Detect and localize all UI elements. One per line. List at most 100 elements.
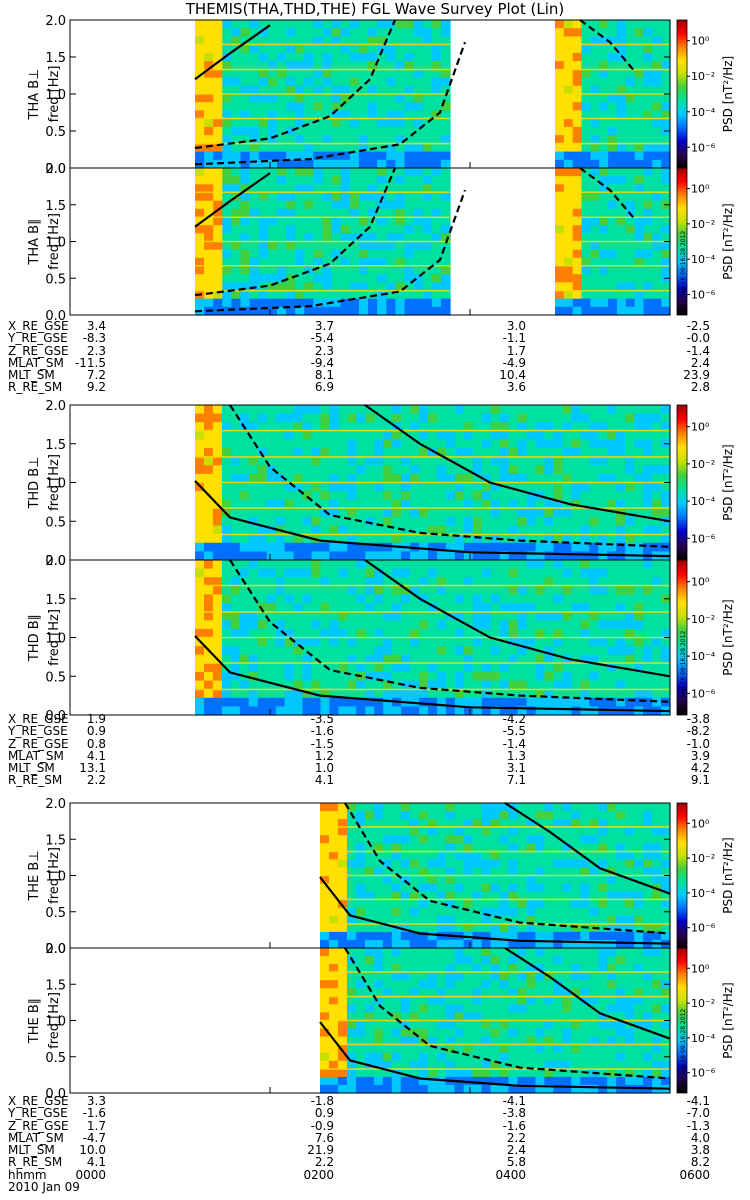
spectrogram-cell — [313, 143, 324, 153]
spectrogram-cell — [377, 61, 387, 70]
spectrogram-cell — [571, 956, 581, 965]
spectrogram-cell — [490, 1052, 501, 1062]
spectrogram-cell — [571, 577, 581, 587]
spectrogram-cell — [535, 671, 546, 682]
spectrogram-cell — [401, 413, 411, 423]
spectrogram-cell — [598, 964, 608, 973]
spectrogram-cell — [400, 859, 411, 869]
spectrogram-cell — [544, 611, 555, 621]
spectrogram-cell — [258, 257, 269, 267]
spectrogram-cell — [213, 282, 223, 292]
spectrogram-cell — [572, 143, 583, 153]
spectrogram-cell — [410, 568, 420, 578]
gyrofrequency-curve — [364, 559, 671, 678]
spectrogram-cell — [562, 516, 573, 527]
spectrogram-cell — [212, 456, 223, 466]
spectrogram-cell — [347, 594, 357, 604]
spectrogram-cell — [571, 594, 581, 604]
spectrogram-cell — [340, 28, 351, 37]
spectrogram-cell — [661, 996, 671, 1005]
spectrogram-cell — [338, 585, 348, 595]
spectrogram-cell — [661, 603, 671, 613]
spectrogram-cell — [562, 803, 572, 812]
spectrogram-cell — [508, 859, 519, 869]
spectrogram-cell — [240, 52, 251, 62]
spectrogram-cell — [454, 883, 465, 893]
colorbar-label: PSD [nT²/Hz] — [721, 203, 735, 279]
spectrogram-cell — [386, 110, 396, 120]
spectrogram-cell — [329, 1052, 339, 1062]
spectrogram-cell — [222, 257, 232, 267]
spectrogram-cell — [572, 298, 583, 308]
spectrogram-cell — [472, 482, 483, 492]
spectrogram-cell — [616, 168, 627, 177]
spectrogram-cell — [607, 680, 617, 690]
spectrogram-cell — [427, 1084, 438, 1094]
spectrogram-cell — [440, 168, 451, 177]
spectrogram-cell — [463, 803, 474, 812]
spectrogram-cell — [400, 996, 411, 1005]
spectrogram-cell — [625, 102, 636, 111]
spectrogram-cell — [535, 988, 545, 997]
spectrogram-cell — [634, 689, 644, 699]
spectrogram-cell — [404, 151, 415, 161]
spectrogram-cell — [535, 654, 546, 664]
spectrogram-cell — [463, 1028, 474, 1038]
spectrogram-cell — [422, 52, 433, 62]
spectrogram-cell — [535, 680, 546, 690]
spectrogram-cell — [277, 184, 287, 194]
spectrogram-cell — [517, 430, 528, 440]
spectrogram-cell — [266, 620, 277, 630]
spectrogram-cell — [231, 274, 242, 283]
spectrogram-cell — [329, 646, 339, 656]
spectrogram-cell — [599, 257, 609, 267]
spectrogram-cell — [248, 637, 259, 647]
spectrogram-cell — [607, 1036, 617, 1046]
spectrogram-cell — [358, 217, 369, 226]
spectrogram-cell — [275, 473, 286, 484]
spectrogram-cell — [221, 577, 232, 587]
spectrogram-cell — [517, 948, 527, 957]
spectrogram-cell — [355, 875, 366, 885]
spectrogram-cell — [392, 551, 402, 561]
spectrogram-cell — [347, 628, 357, 639]
spectrogram-cell — [431, 266, 442, 275]
spectrogram-cell — [284, 413, 295, 423]
spectrogram-cell — [616, 1052, 626, 1062]
spectrogram-cell — [249, 168, 260, 177]
spectrogram-cell — [643, 102, 653, 111]
spectrogram-cell — [364, 964, 375, 973]
spectrogram-cell — [625, 1004, 635, 1014]
spectrogram-cell — [248, 430, 259, 440]
spectrogram-cell — [589, 803, 599, 812]
spectrogram-cell — [230, 551, 241, 561]
spectrogram-cell — [436, 875, 447, 885]
spectrogram-cell — [661, 143, 671, 153]
spectrogram-cell — [481, 542, 492, 552]
spectrogram-cell — [275, 439, 286, 449]
spectrogram-cell — [295, 44, 305, 54]
spectrogram-cell — [589, 465, 599, 475]
spectrogram-cell — [517, 637, 528, 647]
spectrogram-cell — [320, 422, 331, 432]
spectrogram-cell — [257, 671, 268, 682]
y-tick-label: 1.5 — [45, 199, 66, 214]
spectrogram-cell — [544, 706, 555, 716]
spectrogram-cell — [230, 689, 241, 699]
spectrogram-cell — [589, 413, 599, 423]
spectrogram-cell — [526, 1052, 536, 1062]
spectrogram-cell — [377, 233, 387, 243]
spectrogram-cell — [373, 851, 384, 860]
spectrogram-cell — [563, 94, 574, 103]
spectrogram-cell — [257, 628, 268, 639]
spectrogram-cell — [284, 405, 295, 415]
spectrogram-cell — [643, 637, 653, 647]
spectrogram-cell — [454, 972, 465, 981]
spectrogram-cell — [598, 883, 608, 893]
spectrogram-cell — [249, 85, 260, 95]
spectrogram-cell — [508, 899, 519, 909]
spectrogram-cell — [222, 143, 232, 153]
spectrogram-cell — [535, 907, 545, 917]
spectrogram-cell — [373, 1044, 384, 1054]
spectrogram-cell — [222, 110, 232, 120]
